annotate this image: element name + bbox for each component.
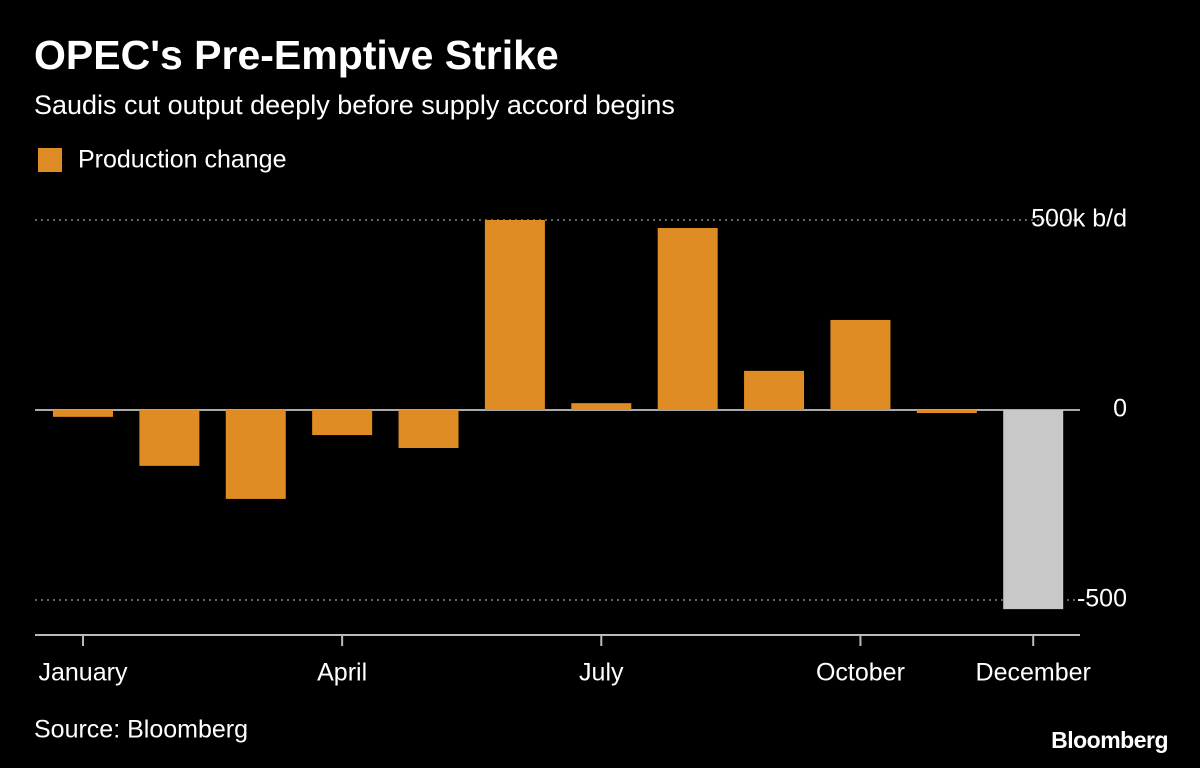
y-tick-label: 0	[1113, 395, 1127, 423]
x-tick-label: January	[39, 659, 128, 687]
bar	[830, 319, 891, 410]
legend-swatch	[38, 148, 62, 172]
chart-subtitle: Saudis cut output deeply before supply a…	[34, 90, 675, 120]
bar	[1003, 410, 1064, 610]
bar	[312, 410, 373, 436]
bar	[657, 227, 718, 410]
bar	[484, 220, 545, 410]
x-tick-label: July	[579, 659, 624, 687]
x-tick-label: October	[816, 659, 905, 687]
source: Source: Bloomberg	[34, 716, 248, 744]
bar	[744, 370, 805, 410]
x-tick-label: December	[976, 659, 1091, 687]
y-tick-label: -500	[1077, 585, 1127, 613]
y-tick-label: 500k b/d	[1031, 205, 1127, 233]
bar	[916, 410, 977, 414]
legend-label: Production change	[78, 146, 286, 174]
bar	[225, 410, 286, 499]
x-tick-label: April	[317, 659, 367, 687]
brand-logo: Bloomberg	[1051, 727, 1168, 753]
bar	[398, 410, 459, 448]
bar	[52, 410, 113, 417]
chart-title: OPEC's Pre-Emptive Strike	[34, 32, 559, 78]
bar	[571, 403, 632, 410]
bar	[139, 410, 200, 466]
